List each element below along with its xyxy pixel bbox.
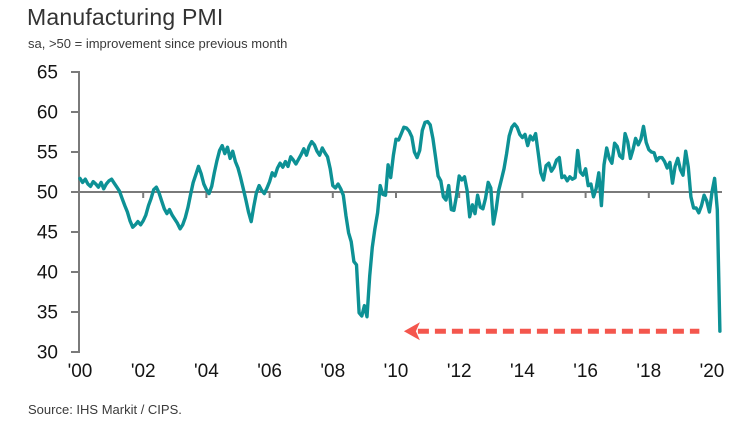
- arrowhead-left-icon: [403, 322, 420, 341]
- y-tick-label: 30: [37, 343, 58, 364]
- y-tick-label: 35: [37, 303, 58, 324]
- y-tick-label: 50: [37, 183, 58, 204]
- x-tick-label: '14: [510, 361, 535, 382]
- y-tick-label: 65: [37, 63, 58, 84]
- x-tick-label: '04: [194, 361, 219, 382]
- y-tick-label: 45: [37, 223, 58, 244]
- record-low-arrow: [403, 322, 700, 341]
- chart-subtitle: sa, >50 = improvement since previous mon…: [28, 36, 288, 51]
- x-tick-label: '06: [257, 361, 282, 382]
- y-tick-label: 60: [37, 103, 58, 124]
- x-tick-label: '10: [384, 361, 409, 382]
- x-axis-labels: '00 '02 '04 '06 '08 '10 '12 '14 '16 '18 '20: [68, 361, 725, 382]
- chart-title: Manufacturing PMI: [27, 4, 224, 30]
- x-tick-label: '00: [68, 361, 93, 382]
- x-tick-label: '08: [320, 361, 345, 382]
- baseline-50: [79, 191, 722, 198]
- y-tick-label: 40: [37, 263, 58, 284]
- x-tick-label: '18: [636, 361, 661, 382]
- source-note: Source: IHS Markit / CIPS.: [28, 402, 182, 417]
- x-tick-label: '16: [573, 361, 598, 382]
- y-tick-label: 55: [37, 143, 58, 164]
- y-axis: 65 60 55 50 45 40 35 30: [37, 63, 80, 364]
- pmi-line: [78, 119, 722, 333]
- x-tick-label: '02: [131, 361, 156, 382]
- x-tick-label: '20: [700, 361, 725, 382]
- x-tick-label: '12: [447, 361, 472, 382]
